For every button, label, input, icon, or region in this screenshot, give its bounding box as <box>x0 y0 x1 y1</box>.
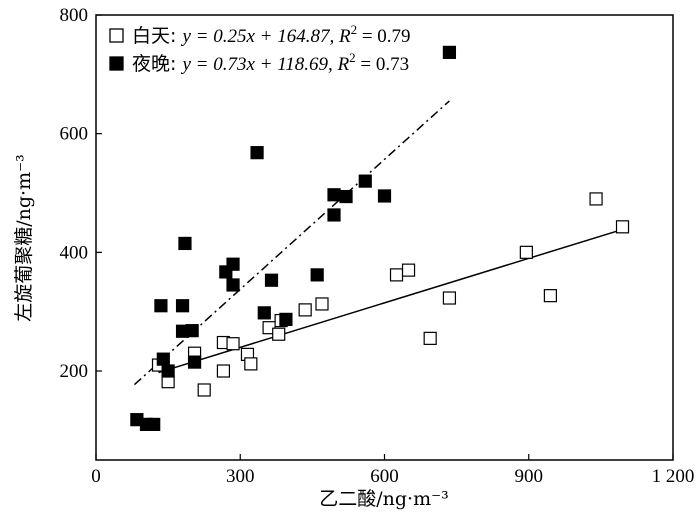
x-axis-title: 乙二酸/ng·m⁻³ <box>319 488 449 510</box>
point-day <box>244 357 258 371</box>
point-day <box>423 331 437 345</box>
point-night <box>327 208 341 222</box>
point-night <box>257 306 271 320</box>
point-night <box>178 236 192 251</box>
point-night <box>377 189 392 203</box>
point-night <box>226 278 240 292</box>
point-night <box>279 312 293 326</box>
point-day <box>298 303 312 317</box>
point-night <box>154 299 168 313</box>
legend-label-day: 白天: y = 0.25x + 164.87, R2 = 0.79 <box>132 22 411 47</box>
x-tick-label: 300 <box>226 466 255 487</box>
y-axis-title: 左旋葡聚糖/ng·m⁻³ <box>13 154 35 322</box>
point-night <box>161 364 175 378</box>
point-day <box>615 220 630 234</box>
point-night <box>327 188 341 202</box>
x-tick-label: 0 <box>91 466 101 487</box>
point-night <box>250 146 264 160</box>
point-day <box>197 383 211 397</box>
fit-lines <box>133 100 623 386</box>
point-day <box>589 192 603 206</box>
y-tick-label: 800 <box>60 5 89 26</box>
point-night <box>175 299 190 313</box>
point-day <box>442 291 457 305</box>
point-night <box>339 189 353 204</box>
y-tick-label: 400 <box>60 242 89 263</box>
point-night <box>185 324 199 338</box>
x-axis-ticks: 0 300 600 900 1 200 <box>91 454 694 487</box>
point-night <box>156 352 170 366</box>
legend-marker-day <box>109 28 124 43</box>
point-night <box>310 268 324 282</box>
legend-marker-night <box>109 56 124 71</box>
point-day <box>216 364 231 378</box>
legend-label-night: 夜晚: y = 0.73x + 118.69, R2 = 0.73 <box>132 50 409 75</box>
y-tick-label: 600 <box>60 124 89 145</box>
x-tick-label: 600 <box>370 466 399 487</box>
point-night <box>442 45 457 59</box>
point-day <box>226 337 240 351</box>
point-night <box>264 273 279 287</box>
y-axis-ticks: 200 400 600 800 <box>60 5 102 382</box>
point-day <box>272 327 286 341</box>
legend: 白天: y = 0.25x + 164.87, R2 = 0.79 夜晚: y … <box>109 22 411 75</box>
point-night <box>226 257 240 271</box>
point-night <box>187 355 202 369</box>
point-day <box>389 268 404 282</box>
point-day <box>401 263 416 277</box>
point-night <box>358 174 372 188</box>
point-day <box>519 245 533 259</box>
y-tick-label: 200 <box>60 361 89 382</box>
x-tick-label: 900 <box>515 466 544 487</box>
point-day <box>315 297 329 311</box>
point-day <box>543 289 557 303</box>
point-night <box>147 417 161 431</box>
data-points <box>130 45 630 431</box>
x-tick-label: 1 200 <box>652 466 695 487</box>
